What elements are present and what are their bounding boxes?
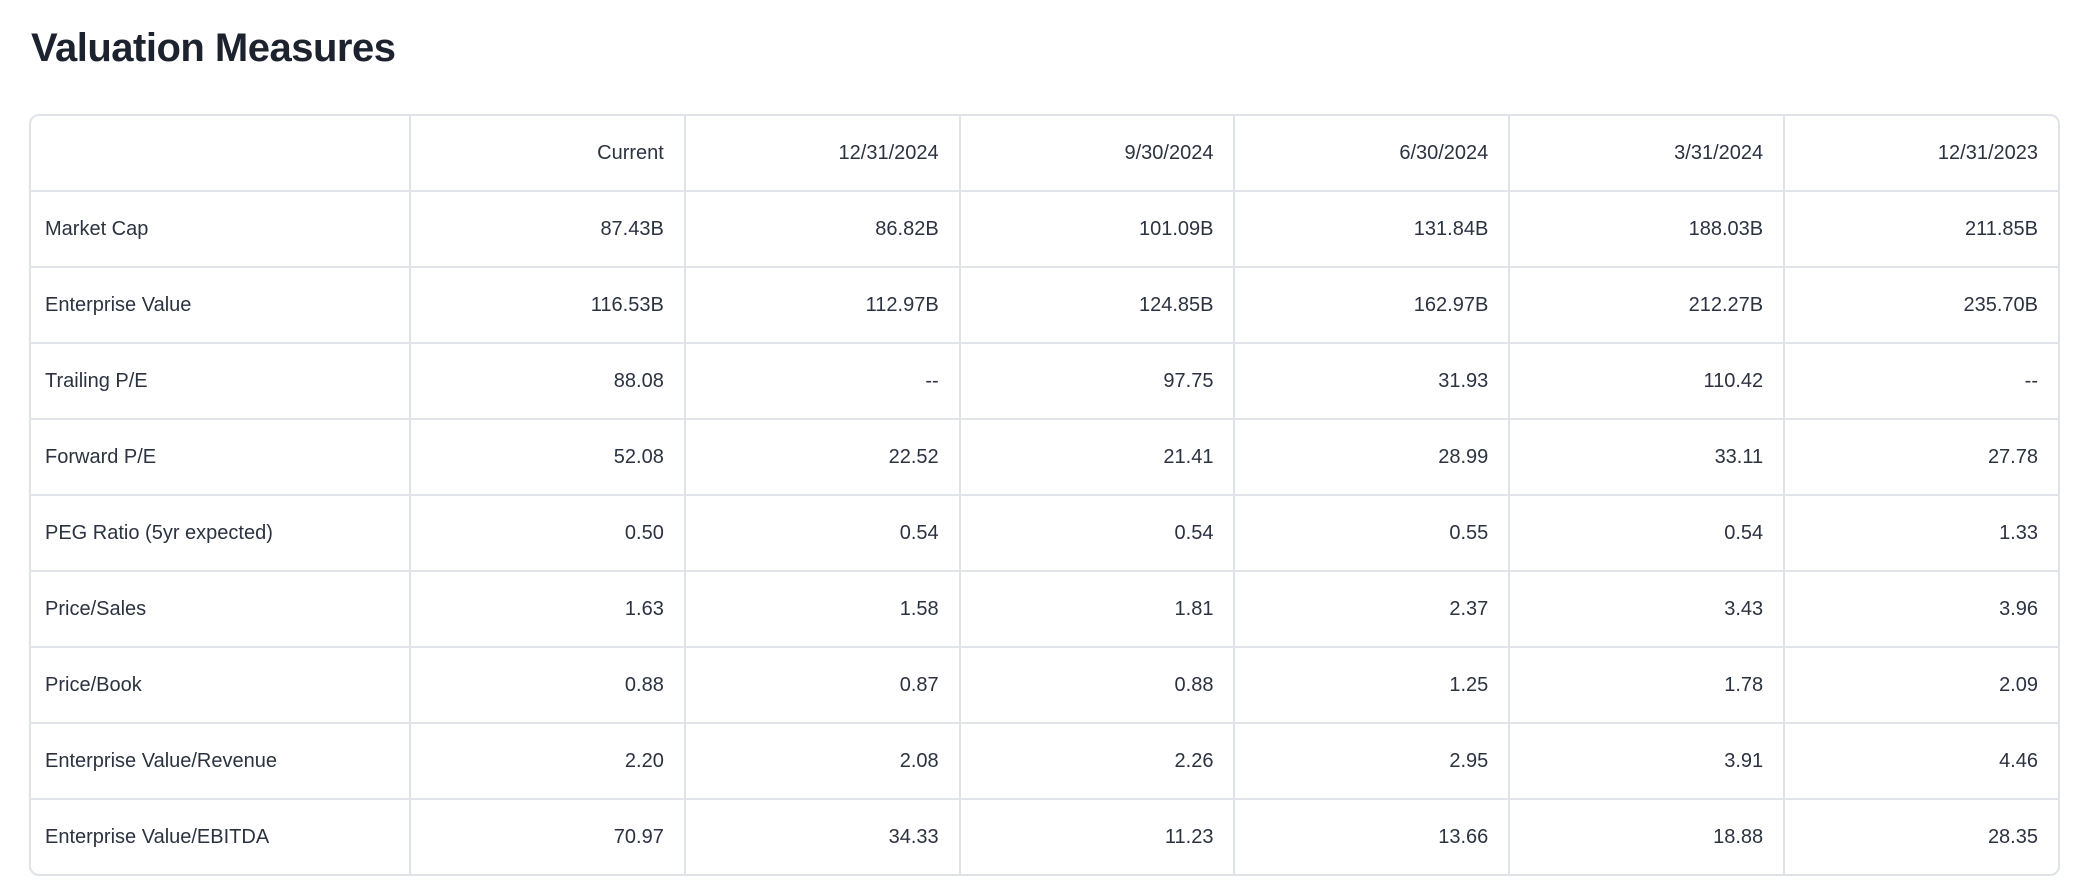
cell-value: 188.03B — [1508, 190, 1784, 266]
cell-value: 1.25 — [1233, 646, 1509, 722]
cell-value: 112.97B — [683, 266, 959, 342]
cell-value: 31.93 — [1233, 342, 1509, 418]
page-title: Valuation Measures — [31, 26, 396, 70]
cell-value: 87.43B — [409, 190, 684, 266]
cell-value: 0.88 — [409, 646, 684, 722]
cell-value: 162.97B — [1233, 266, 1509, 342]
cell-value: 1.58 — [683, 570, 959, 646]
cell-value: 2.26 — [958, 722, 1234, 798]
table-row: Enterprise Value/EBITDA 70.97 34.33 11.23 13… — [31, 798, 2058, 874]
table-row: Market Cap 87.43B 86.82B 101.09B 131.84B 188.… — [31, 190, 2058, 266]
cell-value: 3.91 — [1508, 722, 1784, 798]
table-header: Current 12/31/2024 9/30/2024 6/30/2024 3/31/… — [31, 116, 2058, 190]
row-label: Trailing P/E — [31, 342, 409, 418]
column-header: 12/31/2023 — [1783, 116, 2058, 190]
row-label: Market Cap — [31, 190, 409, 266]
column-header: Current — [409, 116, 684, 190]
cell-value: 22.52 — [683, 418, 959, 494]
cell-value: 2.37 — [1233, 570, 1509, 646]
table-row: Price/Book 0.88 0.87 0.88 1.25 1.78 2.09 — [31, 646, 2058, 722]
table-row: Forward P/E 52.08 22.52 21.41 28.99 33.11 27.7… — [31, 418, 2058, 494]
cell-value: 0.54 — [683, 494, 959, 570]
cell-value: 0.87 — [683, 646, 959, 722]
cell-value: 13.66 — [1233, 798, 1509, 874]
cell-value: 3.96 — [1783, 570, 2058, 646]
cell-value: 97.75 — [958, 342, 1234, 418]
cell-value: 33.11 — [1508, 418, 1784, 494]
cell-value: 70.97 — [409, 798, 684, 874]
cell-value: 1.78 — [1508, 646, 1784, 722]
cell-value: -- — [683, 342, 959, 418]
cell-value: 21.41 — [958, 418, 1234, 494]
table-row: Trailing P/E 88.08 -- 97.75 31.93 110.42 -- — [31, 342, 2058, 418]
table-row: Enterprise Value/Revenue 2.20 2.08 2.26 2.95… — [31, 722, 2058, 798]
cell-value: 1.33 — [1783, 494, 2058, 570]
table-row: Price/Sales 1.63 1.58 1.81 2.37 3.43 3.96 — [31, 570, 2058, 646]
cell-value: 2.09 — [1783, 646, 2058, 722]
cell-value: 4.46 — [1783, 722, 2058, 798]
cell-value: 28.35 — [1783, 798, 2058, 874]
table-row: PEG Ratio (5yr expected) 0.50 0.54 0.54 0.55… — [31, 494, 2058, 570]
table-body: Market Cap 87.43B 86.82B 101.09B 131.84B 188.… — [31, 190, 2058, 874]
row-label: Enterprise Value/EBITDA — [31, 798, 409, 874]
table-container: Current 12/31/2024 9/30/2024 6/30/2024 3/31/… — [29, 114, 2060, 876]
cell-value: 2.95 — [1233, 722, 1509, 798]
row-label: Forward P/E — [31, 418, 409, 494]
row-label: Enterprise Value/Revenue — [31, 722, 409, 798]
row-label: Price/Sales — [31, 570, 409, 646]
cell-value: 18.88 — [1508, 798, 1784, 874]
cell-value: 34.33 — [683, 798, 959, 874]
cell-value: 0.54 — [958, 494, 1234, 570]
header-row: Current 12/31/2024 9/30/2024 6/30/2024 3/31/… — [31, 116, 2058, 190]
cell-value: 11.23 — [958, 798, 1234, 874]
cell-value: 0.54 — [1508, 494, 1784, 570]
cell-value: 52.08 — [409, 418, 684, 494]
cell-value: 2.20 — [409, 722, 684, 798]
cell-value: 0.55 — [1233, 494, 1509, 570]
row-label: Price/Book — [31, 646, 409, 722]
cell-value: 101.09B — [958, 190, 1234, 266]
cell-value: 235.70B — [1783, 266, 2058, 342]
cell-value: 0.88 — [958, 646, 1234, 722]
cell-value: 3.43 — [1508, 570, 1784, 646]
cell-value: 116.53B — [409, 266, 684, 342]
column-header: 3/31/2024 — [1508, 116, 1783, 190]
cell-value: 212.27B — [1508, 266, 1784, 342]
cell-value: 0.50 — [409, 494, 684, 570]
cell-value: -- — [1783, 342, 2058, 418]
table-row: Enterprise Value 116.53B 112.97B 124.85B 162… — [31, 266, 2058, 342]
cell-value: 1.81 — [958, 570, 1234, 646]
cell-value: 131.84B — [1233, 190, 1509, 266]
cell-value: 27.78 — [1783, 418, 2058, 494]
row-label: Enterprise Value — [31, 266, 409, 342]
cell-value: 88.08 — [409, 342, 684, 418]
valuation-table: Current 12/31/2024 9/30/2024 6/30/2024 3/31/… — [29, 114, 2060, 876]
cell-value: 110.42 — [1508, 342, 1784, 418]
cell-value: 124.85B — [958, 266, 1234, 342]
cell-value: 211.85B — [1783, 190, 2058, 266]
cell-value: 2.08 — [683, 722, 959, 798]
corner-header — [31, 116, 409, 190]
cell-value: 86.82B — [683, 190, 959, 266]
cell-value: 1.63 — [409, 570, 684, 646]
cell-value: 28.99 — [1233, 418, 1509, 494]
column-header: 9/30/2024 — [958, 116, 1234, 190]
column-header: 6/30/2024 — [1233, 116, 1508, 190]
row-label: PEG Ratio (5yr expected) — [31, 494, 409, 570]
column-header: 12/31/2024 — [683, 116, 959, 190]
